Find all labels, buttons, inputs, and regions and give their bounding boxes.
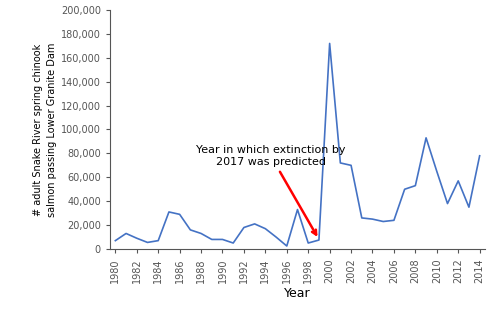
Text: Year in which extinction by
2017 was predicted: Year in which extinction by 2017 was pre… (196, 145, 346, 235)
X-axis label: Year: Year (284, 287, 311, 300)
Y-axis label: # adult Snake River spring chinook
salmon passing Lower Granite Dam: # adult Snake River spring chinook salmo… (33, 42, 57, 217)
